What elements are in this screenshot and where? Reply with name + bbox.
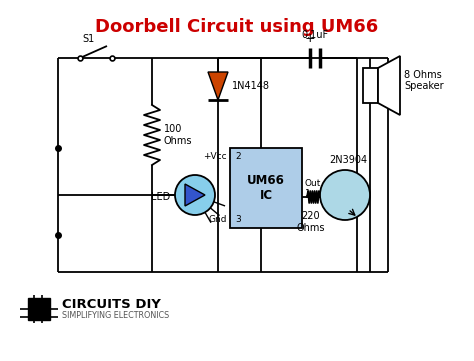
FancyBboxPatch shape <box>230 148 302 228</box>
Text: 3: 3 <box>235 215 241 224</box>
Text: +: + <box>305 32 315 45</box>
Text: CIRCUITS DIY: CIRCUITS DIY <box>62 299 161 312</box>
Polygon shape <box>185 184 205 206</box>
Text: S1: S1 <box>82 34 94 44</box>
Polygon shape <box>378 56 400 115</box>
Text: +Vcc: +Vcc <box>203 152 227 161</box>
Text: Doorbell Circuit using UM66: Doorbell Circuit using UM66 <box>95 18 379 36</box>
Polygon shape <box>208 72 228 100</box>
Bar <box>363 68 378 103</box>
Text: 1: 1 <box>305 190 311 199</box>
FancyBboxPatch shape <box>28 298 50 320</box>
Text: Out: Out <box>305 178 321 187</box>
Text: 2N3904: 2N3904 <box>329 155 367 165</box>
Text: LED: LED <box>151 192 170 202</box>
Text: 0.1uF: 0.1uF <box>301 30 328 40</box>
Text: 100
Ohms: 100 Ohms <box>164 124 192 146</box>
Text: 2: 2 <box>235 152 241 161</box>
Text: SIMPLIFYING ELECTRONICS: SIMPLIFYING ELECTRONICS <box>62 310 169 319</box>
Circle shape <box>320 170 370 220</box>
Text: 220
Ohms: 220 Ohms <box>297 211 325 232</box>
Text: Gnd: Gnd <box>209 215 227 224</box>
Text: 8 Ohms
Speaker: 8 Ohms Speaker <box>404 70 444 91</box>
Circle shape <box>175 175 215 215</box>
Text: 1N4148: 1N4148 <box>232 81 270 91</box>
Text: UM66
IC: UM66 IC <box>247 174 285 202</box>
